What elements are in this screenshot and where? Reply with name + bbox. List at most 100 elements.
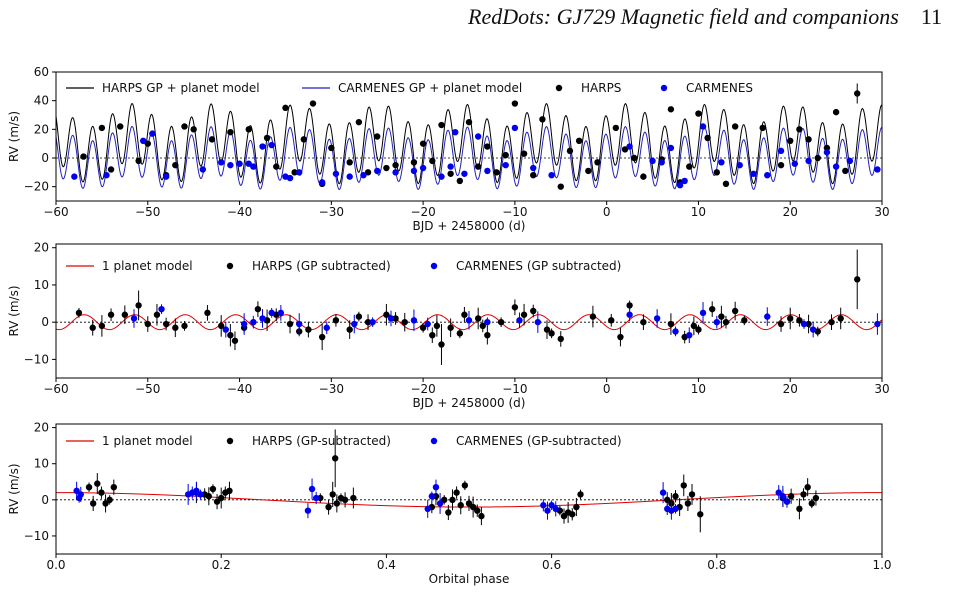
data-point [805,320,812,328]
data-point [231,337,239,344]
data-point [612,124,620,132]
x-tick-label: 30 [874,382,889,396]
data-point [98,489,105,496]
x-axis-label: Orbital phase [429,572,510,586]
data-point [589,313,597,320]
data-point [764,172,771,179]
data-point [461,170,468,177]
data-point [318,179,326,186]
legend-swatch-dot [660,84,668,92]
y-tick-label: 40 [34,94,49,108]
data-point [199,166,207,173]
data-point [205,493,213,500]
x-tick-label: −50 [135,382,160,396]
data-point [360,172,367,179]
x-tick-label: 0.2 [212,558,231,572]
data-point [71,173,78,180]
data-point [804,483,811,491]
legend-label: CARMENES (GP-subtracted) [456,434,622,448]
data-point [209,485,217,493]
data-point [718,313,725,320]
data-point [832,108,840,116]
x-tick-label: 1.0 [872,558,891,572]
data-point [783,498,791,505]
legend-label: CARMENES GP + planet model [338,81,522,95]
data-point [540,502,547,509]
x-tick-label: 0.8 [707,558,726,572]
data-point [103,172,110,179]
data-point [667,144,675,152]
data-point [809,326,817,333]
data-point [672,328,679,335]
data-point [557,335,564,343]
data-point [419,164,427,172]
data-point [117,123,124,130]
data-point [149,130,156,137]
legend-swatch-dot [430,437,438,445]
data-point [552,505,559,513]
data-point [162,320,170,328]
data-point [424,320,431,328]
data-point [874,166,881,173]
data-point [438,173,445,180]
data-point [791,160,799,167]
data-point [332,317,340,324]
data-point [846,157,854,165]
data-point [305,326,312,333]
data-point [695,326,702,333]
data-point [428,493,436,500]
y-tick-label: 0 [41,493,49,507]
data-point [686,331,693,339]
legend-label: CARMENES [686,81,753,95]
data-point [312,494,320,502]
data-point [520,150,528,157]
data-point [268,309,275,317]
data-point [346,159,353,166]
data-point [433,322,441,330]
data-point [410,167,418,175]
data-point [318,333,326,341]
data-point [484,318,491,326]
data-point [80,153,87,160]
data-point [227,331,234,339]
data-point [419,324,427,331]
data-point [731,123,739,130]
data-point [227,161,234,169]
data-point [130,315,138,322]
data-point [263,134,271,142]
x-axis-label: BJD + 2458000 (d) [413,219,526,233]
data-point [741,317,748,324]
data-point [98,322,106,330]
data-point [690,322,698,330]
data-point [309,100,317,107]
data-point [516,317,523,324]
data-point [98,124,106,132]
y-axis-label: RV (m/s) [7,285,21,336]
data-point [837,315,844,322]
data-point [447,163,454,170]
y-axis-label: RV (m/s) [7,463,21,514]
data-point [158,305,165,313]
data-point [667,320,675,328]
data-point [259,143,266,150]
data-point [181,322,188,330]
data-point [197,491,204,498]
data-point [502,161,509,169]
data-point [329,491,336,498]
y-tick-label: 20 [34,241,49,255]
legend-swatch-dot [226,262,234,270]
data-point [722,180,730,187]
data-point [282,104,289,112]
data-point [573,503,580,511]
data-point [333,500,341,507]
model-line-1 [56,102,882,185]
data-point [548,330,555,337]
data-point [452,129,459,136]
data-point [465,118,473,126]
x-tick-label: −10 [502,382,527,396]
data-point [364,318,372,326]
data-point [814,154,821,162]
data-point [594,159,601,166]
data-point [779,493,787,500]
data-point [429,157,436,165]
